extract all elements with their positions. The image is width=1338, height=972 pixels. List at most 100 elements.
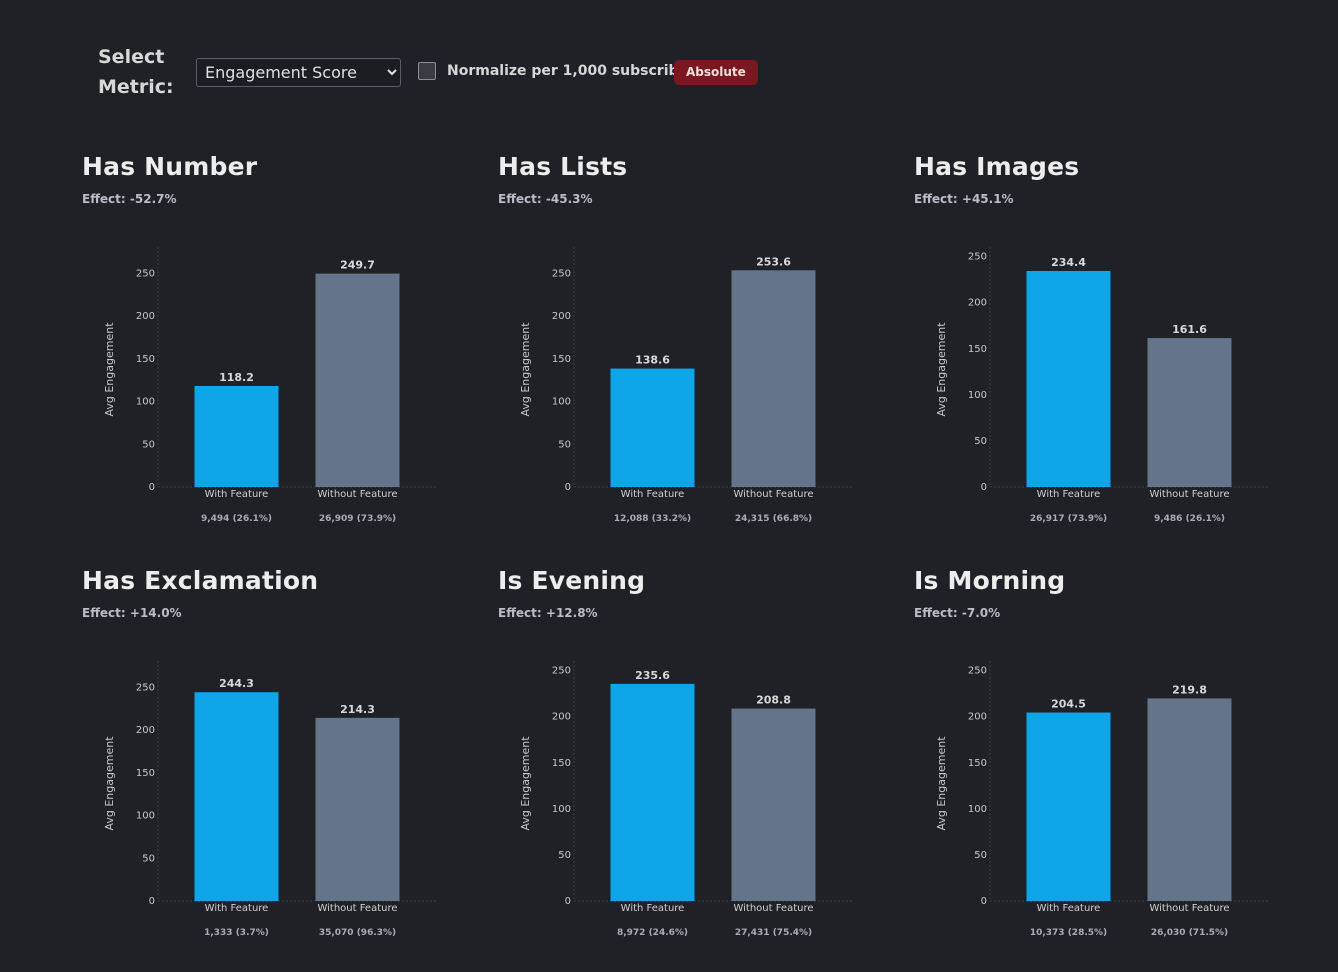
bar	[610, 368, 695, 487]
sample-count-label: 9,494 (26.1%)	[201, 514, 272, 524]
x-category-label: Without Feature	[733, 489, 813, 500]
bar-value-label: 253.6	[756, 255, 791, 268]
y-tick-label: 100	[136, 811, 155, 822]
sample-count-label: 9,486 (26.1%)	[1154, 514, 1225, 524]
bar-chart: 0 50 100 150 200 250 Avg Engagement 204.5 With F…	[935, 661, 1269, 938]
toolbar: Select Metric: Engagement Score Normaliz…	[0, 0, 1338, 130]
x-category-label: With Feature	[621, 489, 685, 500]
y-tick-label: 50	[558, 850, 571, 861]
bar-value-label: 204.5	[1051, 698, 1086, 711]
y-tick-label: 100	[968, 390, 987, 401]
y-tick-label: 0	[149, 896, 155, 907]
bar-chart: 0 50 100 150 200 250 Avg Engagement 118.2 With F…	[103, 247, 437, 524]
sample-count-label: 12,088 (33.2%)	[614, 514, 691, 524]
y-axis-label: Avg Engagement	[519, 322, 532, 417]
bar	[315, 273, 400, 487]
chart-title: Is Morning	[914, 566, 1066, 595]
bar	[1147, 698, 1232, 901]
y-tick-label: 150	[968, 344, 987, 355]
bar-value-label: 235.6	[635, 669, 670, 682]
y-tick-label: 150	[136, 768, 155, 779]
sample-count-label: 24,315 (66.8%)	[735, 514, 812, 524]
bar-value-label: 161.6	[1172, 323, 1207, 336]
chart-panel: Has Images Effect: +45.1% 0 50 100 150 200 25…	[914, 152, 1314, 552]
y-tick-label: 250	[136, 682, 155, 693]
chart-title: Has Exclamation	[82, 566, 319, 595]
x-category-label: Without Feature	[317, 489, 397, 500]
y-tick-label: 250	[552, 268, 571, 279]
bar-chart: 0 50 100 150 200 250 Avg Engagement 244.3 With F…	[103, 661, 437, 938]
y-axis-label: Avg Engagement	[935, 736, 948, 831]
y-tick-label: 50	[142, 853, 155, 864]
chart-effect: Effect: +45.1%	[914, 192, 1014, 206]
y-axis-label: Avg Engagement	[935, 322, 948, 417]
y-tick-label: 250	[968, 252, 987, 263]
sample-count-label: 26,917 (73.9%)	[1030, 514, 1107, 524]
y-tick-label: 200	[552, 712, 571, 723]
y-tick-label: 200	[552, 311, 571, 322]
chart-effect: Effect: -52.7%	[82, 192, 177, 206]
y-tick-label: 250	[552, 666, 571, 677]
y-axis-label: Avg Engagement	[519, 736, 532, 831]
sample-count-label: 35,070 (96.3%)	[319, 928, 396, 938]
y-tick-label: 100	[136, 397, 155, 408]
y-tick-label: 0	[565, 482, 571, 493]
bar-value-label: 138.6	[635, 354, 670, 367]
x-category-label: With Feature	[205, 903, 269, 914]
y-tick-label: 250	[136, 268, 155, 279]
y-axis-label: Avg Engagement	[103, 736, 116, 831]
y-tick-label: 250	[968, 666, 987, 677]
chart-effect: Effect: +14.0%	[82, 606, 182, 620]
bar	[1147, 338, 1232, 487]
bar	[194, 692, 279, 901]
y-tick-label: 0	[981, 482, 987, 493]
bar	[731, 708, 816, 901]
y-tick-label: 100	[552, 397, 571, 408]
chart-panel: Has Lists Effect: -45.3% 0 50 100 150 200 250…	[498, 152, 898, 552]
x-category-label: With Feature	[1037, 903, 1101, 914]
y-tick-label: 150	[136, 354, 155, 365]
y-tick-label: 200	[968, 712, 987, 723]
mode-badge[interactable]: Absolute	[674, 60, 758, 85]
sample-count-label: 26,030 (71.5%)	[1151, 928, 1228, 938]
bar	[1026, 270, 1111, 487]
chart-effect: Effect: -7.0%	[914, 606, 1001, 620]
chart-title: Has Number	[82, 152, 258, 181]
sample-count-label: 26,909 (73.9%)	[319, 514, 396, 524]
bar-chart: 0 50 100 150 200 250 Avg Engagement 234.4 With F…	[935, 247, 1269, 524]
chart-panel: Is Evening Effect: +12.8% 0 50 100 150 200 25…	[498, 566, 898, 966]
bar	[610, 683, 695, 901]
sample-count-label: 8,972 (24.6%)	[617, 928, 688, 938]
normalize-checkbox[interactable]	[418, 62, 436, 80]
y-tick-label: 200	[136, 725, 155, 736]
x-category-label: With Feature	[205, 489, 269, 500]
y-tick-label: 100	[552, 804, 571, 815]
metric-select[interactable]: Engagement Score	[196, 58, 401, 87]
x-category-label: Without Feature	[733, 903, 813, 914]
x-category-label: Without Feature	[317, 903, 397, 914]
y-axis-label: Avg Engagement	[103, 322, 116, 417]
y-tick-label: 0	[565, 896, 571, 907]
bar-value-label: 118.2	[219, 371, 254, 384]
y-tick-label: 100	[968, 804, 987, 815]
sample-count-label: 1,333 (3.7%)	[204, 928, 269, 938]
chart-effect: Effect: -45.3%	[498, 192, 593, 206]
normalize-label[interactable]: Normalize per 1,000 subscribers	[447, 63, 704, 79]
bar-value-label: 234.4	[1051, 256, 1086, 269]
y-tick-label: 150	[552, 758, 571, 769]
chart-title: Has Lists	[498, 152, 628, 181]
bar-chart: 0 50 100 150 200 250 Avg Engagement 235.6 With F…	[519, 661, 853, 938]
chart-title: Is Evening	[498, 566, 646, 595]
y-tick-label: 0	[981, 896, 987, 907]
y-tick-label: 50	[142, 439, 155, 450]
chart-effect: Effect: +12.8%	[498, 606, 598, 620]
chart-panel: Is Morning Effect: -7.0% 0 50 100 150 200 250…	[914, 566, 1314, 966]
bar-value-label: 219.8	[1172, 683, 1207, 696]
x-category-label: With Feature	[621, 903, 685, 914]
bar-chart: 0 50 100 150 200 250 Avg Engagement 138.6 With F…	[519, 247, 853, 524]
bar	[194, 385, 279, 487]
y-tick-label: 0	[149, 482, 155, 493]
bar-value-label: 244.3	[219, 677, 254, 690]
bar	[315, 717, 400, 901]
y-tick-label: 150	[552, 354, 571, 365]
